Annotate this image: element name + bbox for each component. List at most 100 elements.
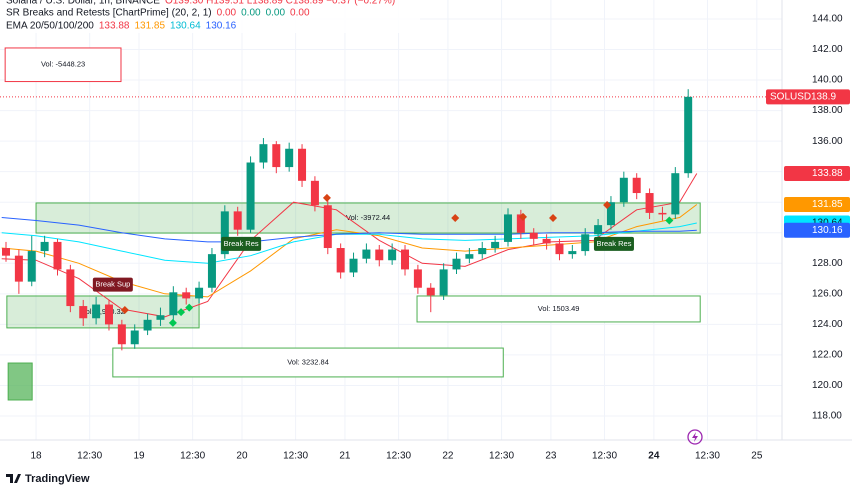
candle-body [632, 177, 641, 194]
ema-badge [784, 196, 850, 212]
candle-body [452, 258, 461, 270]
candle-body [310, 180, 319, 206]
candle-body [130, 330, 139, 345]
x-tick-label: 12:30 [283, 451, 308, 462]
x-tick-label: 23 [545, 451, 557, 462]
signal-marker [451, 213, 460, 222]
x-tick-label: 12:30 [180, 451, 205, 462]
zone-label: Vol: -3972.44 [346, 213, 390, 222]
candle-body [671, 173, 680, 215]
candle-body [491, 241, 500, 249]
x-tick-label: 25 [751, 451, 763, 462]
candle-body [233, 211, 242, 230]
y-tick-label: 138.00 [812, 105, 843, 116]
zone-label: Vol: -5448.23 [41, 60, 85, 69]
tv-logo[interactable]: TradingView [6, 473, 90, 485]
candle-body [478, 248, 487, 255]
signal-marker [168, 318, 177, 327]
candle-body [606, 202, 615, 226]
y-tick-label: 124.00 [812, 319, 843, 330]
signal-marker [603, 200, 612, 209]
annotation-label: Break Res [224, 239, 259, 248]
ema-line [1, 222, 697, 264]
signal-marker [519, 212, 528, 221]
legend: Solana / U.S. Dollar, 1h, BINANCE O139.30… [0, 0, 420, 33]
x-tick-label: 12:30 [695, 451, 720, 462]
candle-body [362, 249, 371, 259]
candle-body [658, 212, 667, 215]
candle-body [2, 248, 11, 256]
zone [6, 295, 200, 329]
legend-bg [0, 0, 420, 33]
x-tick-label: 18 [30, 451, 42, 462]
brand: TradingView [25, 473, 90, 485]
candle-body [375, 249, 384, 261]
candle-body [594, 225, 603, 235]
indicator-value: 0.00 [290, 8, 310, 19]
annotation-label: Break Res [596, 239, 631, 248]
candle-body [349, 258, 358, 273]
candle-body [66, 269, 75, 307]
candle-body [581, 234, 590, 252]
zone-label: Vol: 1,950.32 [81, 307, 125, 316]
candle-body [542, 238, 551, 244]
annotation-box [92, 277, 133, 292]
x-tick-label: 12:30 [489, 451, 514, 462]
x-tick-label: 12:30 [77, 451, 102, 462]
candle-body [169, 292, 178, 316]
candle-body [156, 315, 165, 320]
y-tick-label: 118.00 [812, 411, 842, 422]
last-price-name: SOLUSD [770, 91, 811, 102]
candle-body [79, 306, 88, 319]
candle-body [259, 144, 268, 163]
candle-body [465, 254, 474, 259]
signal-marker [177, 308, 186, 317]
plot-area: Vol: -5448.23 Vol: -3972.44 Vol: 1,950.32 V… [0, 0, 782, 440]
y-tick-label: 128.00 [812, 258, 843, 269]
y-tick-label: 136.00 [812, 136, 843, 147]
lightning-icon[interactable] [687, 429, 703, 445]
candle-body [53, 241, 62, 270]
last-price-badge [766, 89, 850, 105]
candle-body [272, 144, 281, 168]
signal-marker [549, 213, 558, 222]
y-tick-label: 126.00 [812, 288, 843, 299]
candle-body [336, 248, 345, 273]
y-tick-label: 140.00 [812, 75, 843, 86]
zone-label: Vol: 3232.84 [287, 357, 329, 366]
signal-marker [322, 193, 331, 202]
candle-body [516, 214, 525, 233]
candle-body [182, 292, 191, 299]
candle-body [143, 319, 152, 331]
zone-label: Vol: 1503.49 [538, 304, 580, 313]
candle-body [92, 304, 101, 319]
ema-badge-value: 130.16 [812, 225, 843, 236]
ema-legend-value: 131.85 [134, 21, 165, 32]
candle-body [413, 269, 422, 288]
candle-body [323, 205, 332, 249]
y-tick-label: 144.00 [812, 14, 843, 25]
candle-body [529, 232, 538, 239]
ema-legend-value: 130.16 [206, 21, 237, 32]
candle-body [285, 148, 294, 168]
ema-badge-value: 133.88 [812, 168, 843, 179]
candle-body [439, 269, 448, 296]
ohlc-values: O139.30 H139.51 L138.89 C138.89 −0.37 (−… [165, 0, 395, 7]
candle-body [298, 148, 307, 181]
x-tick-label: 21 [339, 451, 351, 462]
zone [416, 295, 701, 323]
candle-body [619, 177, 628, 203]
ema-legend-value: 130.64 [170, 21, 201, 32]
candle-body [220, 211, 229, 255]
candle-body [684, 96, 693, 174]
indicator-value: 0.00 [217, 8, 237, 19]
x-tick-label: 20 [236, 451, 248, 462]
candle-body [645, 193, 654, 213]
candle-body [104, 304, 113, 325]
y-tick-label: 142.00 [812, 44, 843, 55]
ema-badge [784, 165, 850, 181]
candle-body [27, 251, 36, 282]
zone [112, 347, 504, 378]
signal-marker [665, 216, 674, 225]
